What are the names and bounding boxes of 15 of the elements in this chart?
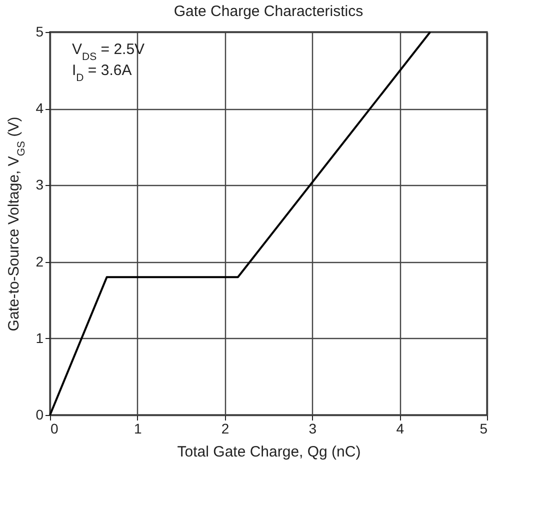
x-tick-label: 3 (308, 420, 317, 436)
y-tick-label: 4 (36, 100, 44, 116)
y-tick-label: 2 (36, 253, 44, 270)
x-axis-title: Total Gate Charge, Qg (nC) (177, 444, 361, 460)
y-tick-label: 5 (36, 24, 44, 40)
x-tick-label: 1 (134, 420, 142, 436)
x-tick-label: 4 (396, 420, 404, 436)
y-tick-label: 3 (36, 176, 44, 193)
y-tick-label: 0 (36, 406, 44, 422)
annotation: I$_{D}$ = 3.6A (72, 62, 132, 84)
x-tick-label: 0 (50, 420, 58, 436)
x-tick-label: 2 (221, 420, 230, 436)
y-tick-label: 1 (36, 330, 44, 346)
chart-title: Gate Charge Characteristics (174, 3, 364, 20)
x-tick-label: 5 (480, 420, 488, 436)
